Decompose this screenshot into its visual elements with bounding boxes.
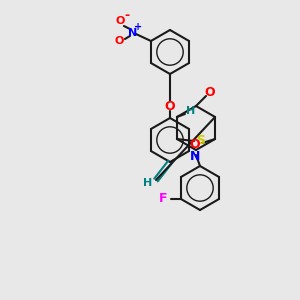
Text: O: O — [114, 36, 124, 46]
Text: O: O — [115, 16, 124, 26]
Text: +: + — [134, 22, 142, 32]
Text: O: O — [165, 100, 175, 112]
Text: N: N — [190, 151, 200, 164]
Text: O: O — [205, 85, 215, 98]
Text: F: F — [159, 193, 167, 206]
Text: O: O — [190, 139, 200, 152]
Text: N: N — [128, 28, 138, 38]
Text: S: S — [196, 134, 206, 148]
Text: H: H — [186, 106, 196, 116]
Text: -: - — [124, 8, 130, 22]
Text: H: H — [143, 178, 153, 188]
